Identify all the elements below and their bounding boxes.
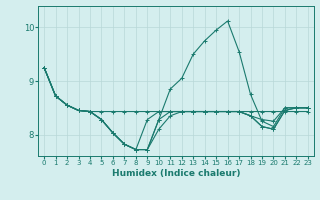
X-axis label: Humidex (Indice chaleur): Humidex (Indice chaleur): [112, 169, 240, 178]
